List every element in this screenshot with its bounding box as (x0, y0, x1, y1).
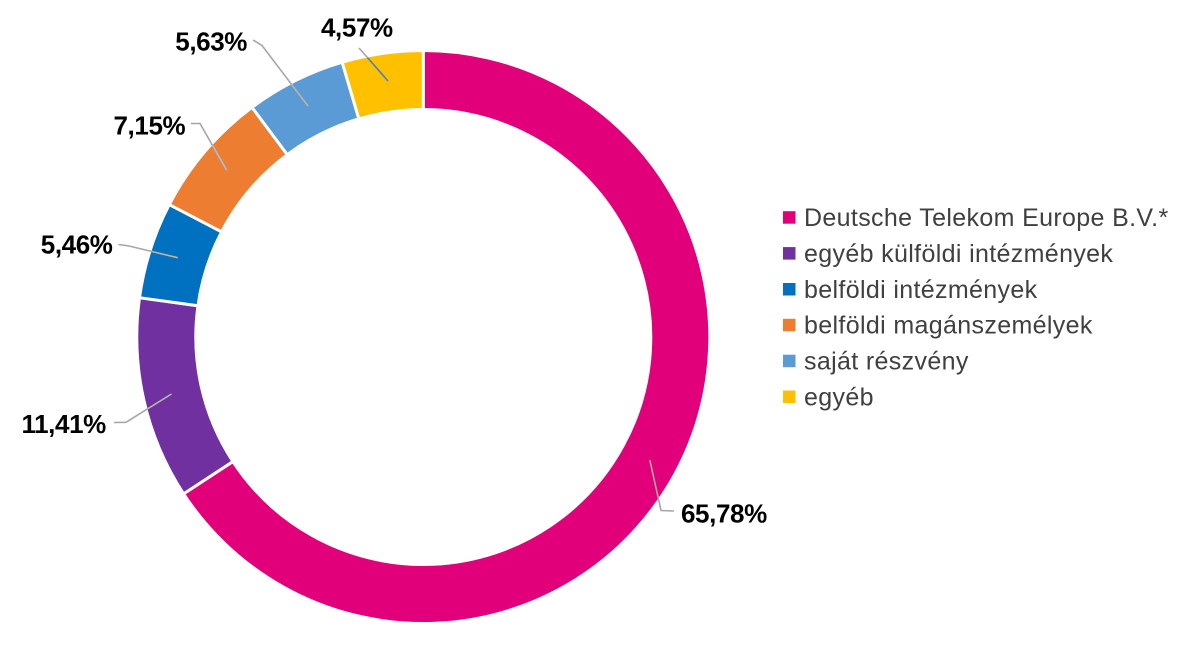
svg-text:65,78%: 65,78% (681, 498, 767, 528)
svg-text:Deutsche Telekom Europe B.V.*: Deutsche Telekom Europe B.V.* (804, 204, 1169, 232)
svg-text:egyéb külföldi intézmények: egyéb külföldi intézmények (804, 240, 1113, 268)
svg-text:belföldi magánszemélyek: belföldi magánszemélyek (804, 312, 1093, 340)
svg-text:5,63%: 5,63% (175, 27, 247, 57)
svg-text:5,46%: 5,46% (41, 229, 113, 259)
svg-text:belföldi intézmények: belföldi intézmények (804, 276, 1038, 304)
svg-text:saját részvény: saját részvény (804, 348, 969, 376)
svg-text:4,57%: 4,57% (321, 13, 393, 43)
svg-text:7,15%: 7,15% (114, 111, 186, 141)
svg-text:11,41%: 11,41% (22, 409, 107, 439)
svg-text:egyéb: egyéb (804, 383, 874, 411)
